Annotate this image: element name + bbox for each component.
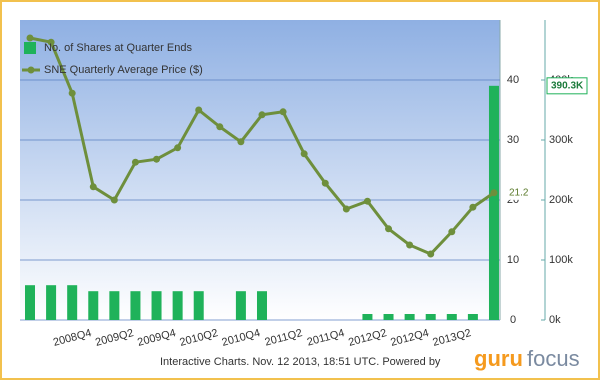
point: [321, 179, 329, 187]
point: [385, 225, 393, 233]
point: [110, 196, 118, 204]
y-tick-label: 40: [507, 74, 519, 86]
bar: [425, 314, 436, 320]
point: [363, 197, 371, 205]
value-label-box: [546, 77, 588, 95]
value-label: 390.3K: [551, 80, 584, 91]
point: [89, 183, 97, 191]
point: [216, 123, 224, 131]
brand-focus: focus: [527, 346, 580, 371]
point: [174, 144, 182, 152]
point: [406, 241, 414, 249]
legend-label: No. of Shares at Quarter Ends: [44, 42, 192, 54]
value-label-box: [506, 185, 532, 200]
bar: [109, 291, 120, 320]
point: [448, 228, 456, 236]
bar: [193, 291, 204, 320]
bar: [446, 314, 457, 320]
bar: [25, 285, 35, 320]
y-tick-label: 0: [510, 314, 516, 326]
y-tick-label: 10: [507, 254, 519, 266]
point: [153, 155, 161, 163]
y-tick-label: 30: [507, 134, 519, 146]
bar: [467, 314, 478, 320]
y2-tick-label: 0k: [549, 314, 561, 326]
legend-swatch: [27, 66, 35, 74]
y2-tick-label: 200k: [549, 194, 573, 206]
bar: [151, 291, 162, 320]
point: [47, 38, 55, 46]
bar: [172, 291, 183, 320]
bar: [88, 291, 99, 320]
bar: [383, 314, 394, 320]
point: [427, 250, 435, 258]
bar: [130, 291, 141, 320]
y2-tick-label: 100k: [549, 254, 573, 266]
footer-text: Interactive Charts. Nov. 12 2013, 18:51 …: [160, 356, 441, 368]
plot-area: [20, 20, 500, 320]
point: [469, 203, 477, 211]
point: [131, 158, 139, 166]
point: [300, 150, 308, 158]
value-label: 21.2: [509, 187, 529, 198]
bar: [256, 291, 267, 320]
bar: [46, 285, 57, 320]
y2-tick-label: 300k: [549, 134, 573, 146]
point: [237, 138, 245, 146]
legend-swatch: [24, 42, 36, 54]
point: [26, 34, 34, 42]
bar: [488, 85, 499, 320]
point: [195, 106, 203, 114]
bar: [404, 314, 415, 320]
legend-label: SNE Quarterly Average Price ($): [44, 64, 203, 76]
bar: [235, 291, 246, 320]
bar: [67, 285, 78, 320]
point: [279, 108, 287, 116]
point: [68, 89, 76, 97]
point: [490, 189, 498, 197]
bar: [362, 314, 373, 320]
brand-guru: guru: [474, 346, 523, 371]
point: [258, 111, 266, 119]
point: [342, 205, 350, 213]
